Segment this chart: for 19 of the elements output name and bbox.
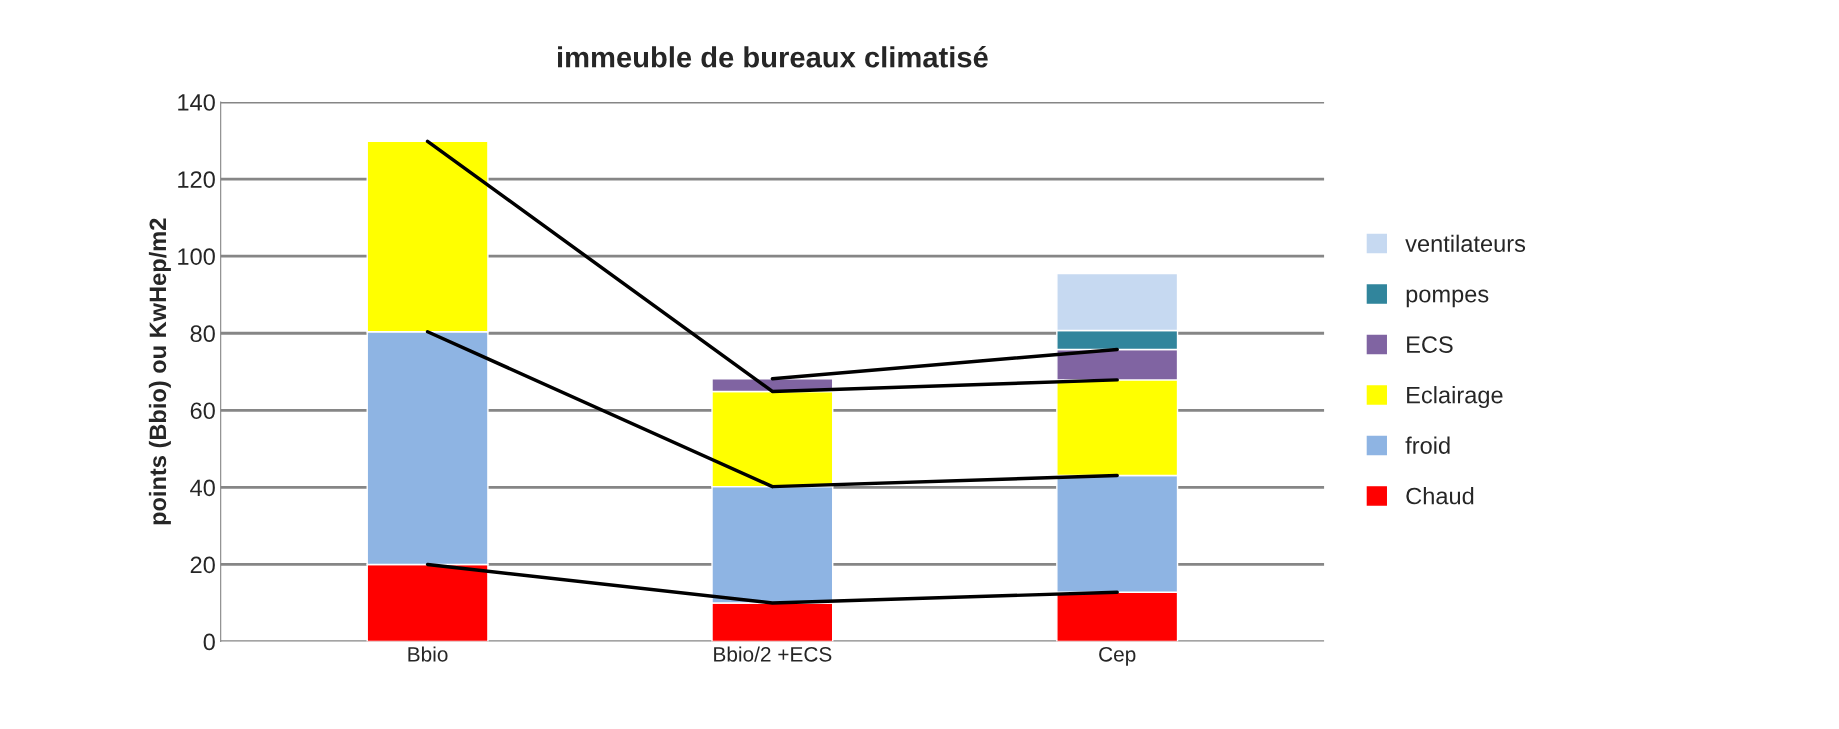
x-tick-label: Bbio — [408, 646, 448, 662]
y-tick-label: 40 — [190, 479, 215, 497]
legend-label: pompes — [1406, 289, 1489, 308]
y-tick-label: 140 — [178, 94, 215, 111]
y-tick-label: 120 — [178, 171, 215, 188]
y-tick-label: 80 — [190, 325, 215, 343]
x-tick-label: Cep — [1099, 646, 1136, 666]
y-tick-label: 20 — [190, 556, 215, 574]
y-axis-title: points (Bbio) ou KwHep/m2 — [148, 218, 171, 525]
legend-label: Eclairage — [1407, 386, 1503, 409]
y-tick-label: 0 — [203, 633, 215, 651]
legend-label: Chaud — [1406, 487, 1474, 505]
chart-title: immeuble de bureaux climatisé — [558, 45, 988, 68]
y-tick-label: 100 — [178, 248, 215, 265]
legend-label: froid — [1405, 436, 1450, 454]
legend-label: ventilateurs — [1405, 234, 1526, 253]
legend-label: ECS — [1407, 336, 1453, 353]
y-tick-label: 60 — [190, 402, 215, 420]
x-tick-label: Bbio/2 +ECS — [714, 646, 832, 662]
